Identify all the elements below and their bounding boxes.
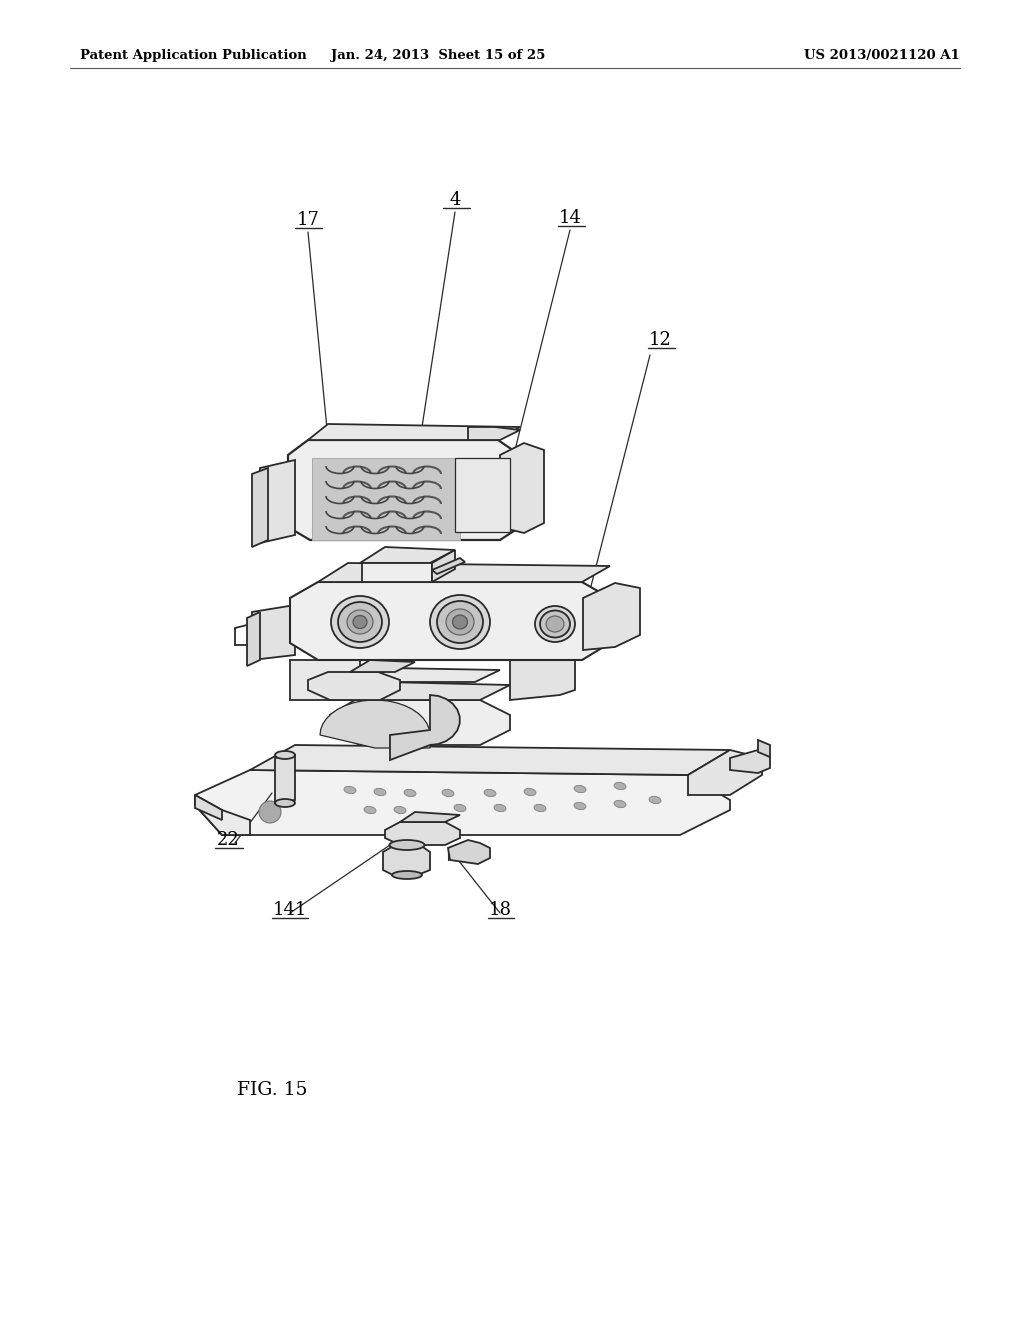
Polygon shape	[195, 795, 222, 820]
Ellipse shape	[338, 602, 382, 642]
Polygon shape	[355, 682, 510, 700]
Ellipse shape	[437, 601, 483, 643]
Ellipse shape	[365, 807, 376, 813]
Text: 14: 14	[558, 209, 582, 227]
Ellipse shape	[494, 804, 506, 812]
Ellipse shape	[454, 804, 466, 812]
Polygon shape	[385, 822, 460, 845]
Polygon shape	[288, 440, 520, 540]
Ellipse shape	[484, 789, 496, 796]
Text: 17: 17	[297, 211, 319, 228]
Polygon shape	[308, 672, 400, 700]
Ellipse shape	[614, 800, 626, 808]
Polygon shape	[455, 458, 510, 532]
Polygon shape	[449, 840, 490, 865]
Ellipse shape	[524, 788, 536, 796]
Text: 141: 141	[272, 902, 307, 919]
Polygon shape	[247, 612, 260, 667]
Polygon shape	[510, 648, 575, 700]
Polygon shape	[500, 444, 544, 533]
Ellipse shape	[275, 799, 295, 807]
Ellipse shape	[389, 840, 425, 850]
Polygon shape	[583, 583, 640, 649]
Polygon shape	[260, 459, 295, 543]
Polygon shape	[432, 558, 465, 574]
Text: US 2013/0021120 A1: US 2013/0021120 A1	[804, 49, 961, 62]
Polygon shape	[312, 458, 460, 540]
Ellipse shape	[453, 615, 468, 630]
Polygon shape	[758, 741, 770, 756]
Polygon shape	[383, 845, 430, 876]
Polygon shape	[362, 564, 432, 582]
Text: 18: 18	[488, 902, 512, 919]
Polygon shape	[390, 696, 460, 760]
Ellipse shape	[394, 807, 406, 813]
Ellipse shape	[442, 789, 454, 796]
Ellipse shape	[546, 616, 564, 632]
Polygon shape	[250, 744, 730, 775]
Text: Patent Application Publication: Patent Application Publication	[80, 49, 307, 62]
Polygon shape	[252, 469, 268, 546]
Polygon shape	[330, 700, 510, 744]
Ellipse shape	[574, 785, 586, 792]
Polygon shape	[308, 424, 520, 440]
Polygon shape	[275, 755, 295, 803]
Ellipse shape	[540, 610, 570, 638]
Ellipse shape	[535, 606, 575, 642]
Polygon shape	[252, 605, 295, 660]
Polygon shape	[290, 582, 610, 660]
Polygon shape	[319, 700, 430, 748]
Polygon shape	[195, 795, 250, 836]
Polygon shape	[365, 668, 500, 682]
Polygon shape	[318, 564, 610, 582]
Text: FIG. 15: FIG. 15	[237, 1081, 307, 1100]
Polygon shape	[688, 750, 762, 795]
Polygon shape	[290, 660, 360, 700]
Polygon shape	[350, 660, 415, 672]
Ellipse shape	[446, 609, 474, 635]
Polygon shape	[195, 770, 730, 836]
Ellipse shape	[614, 783, 626, 789]
Text: 4: 4	[450, 191, 461, 209]
Polygon shape	[360, 546, 455, 564]
Polygon shape	[400, 812, 460, 822]
Ellipse shape	[374, 788, 386, 796]
Ellipse shape	[344, 787, 356, 793]
Polygon shape	[730, 750, 770, 774]
Ellipse shape	[430, 595, 490, 649]
Ellipse shape	[331, 597, 389, 648]
Ellipse shape	[392, 871, 422, 879]
Ellipse shape	[649, 796, 660, 804]
Polygon shape	[432, 550, 455, 582]
Ellipse shape	[353, 615, 367, 628]
Circle shape	[259, 801, 281, 822]
Text: 12: 12	[648, 331, 672, 348]
Ellipse shape	[574, 803, 586, 809]
Ellipse shape	[347, 610, 373, 634]
Ellipse shape	[404, 789, 416, 796]
Text: Jan. 24, 2013  Sheet 15 of 25: Jan. 24, 2013 Sheet 15 of 25	[331, 49, 545, 62]
Ellipse shape	[535, 804, 546, 812]
Text: 22: 22	[217, 832, 240, 849]
Circle shape	[280, 795, 290, 805]
Polygon shape	[468, 426, 520, 440]
Ellipse shape	[275, 751, 295, 759]
